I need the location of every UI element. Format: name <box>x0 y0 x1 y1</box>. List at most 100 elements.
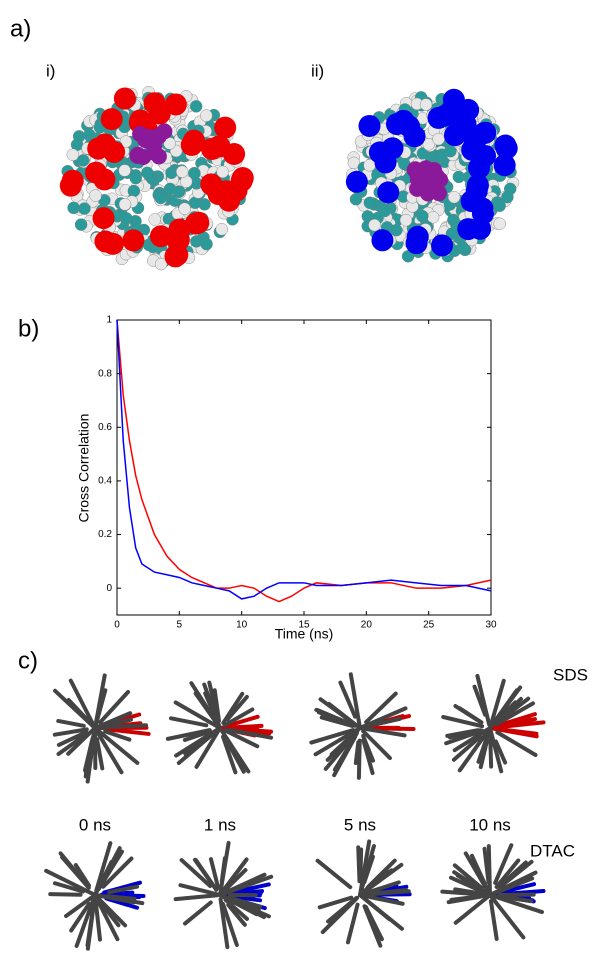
chain <box>223 897 249 921</box>
atom <box>188 167 201 180</box>
head-group <box>397 115 420 138</box>
y-tick-label: 0 <box>106 583 112 594</box>
chain <box>453 893 492 925</box>
atom <box>422 138 435 151</box>
head-group <box>92 207 115 230</box>
atom <box>501 190 514 204</box>
chain <box>345 902 360 945</box>
chain <box>364 691 398 725</box>
probe <box>132 125 149 142</box>
chain <box>475 673 492 727</box>
atom <box>378 204 391 218</box>
head-group <box>214 116 237 139</box>
x-tick-label: 0 <box>114 620 120 631</box>
head-group <box>180 133 203 156</box>
chain <box>453 704 483 724</box>
chain <box>501 882 537 894</box>
atom <box>416 209 429 223</box>
chain <box>64 895 94 918</box>
chain <box>358 847 364 883</box>
chain <box>326 896 359 924</box>
chain <box>220 901 239 948</box>
atom <box>447 190 461 204</box>
chain <box>56 730 89 747</box>
chain <box>472 684 488 717</box>
chain <box>220 857 249 894</box>
chain <box>440 889 485 897</box>
chain <box>495 730 538 758</box>
chain <box>74 897 96 948</box>
chain <box>491 726 539 739</box>
x-tick-label: 25 <box>423 620 435 631</box>
atom <box>363 196 377 209</box>
chain <box>449 893 487 902</box>
chain <box>338 680 358 719</box>
head-group <box>164 93 187 116</box>
y-tick-label: 0.2 <box>98 529 112 540</box>
chain <box>478 731 491 770</box>
atom <box>432 132 445 146</box>
head-group <box>184 212 207 235</box>
atom <box>163 137 176 150</box>
head-group <box>166 243 189 266</box>
atom <box>127 184 141 198</box>
time-label: 10 ns <box>469 815 511 834</box>
chain <box>96 893 136 905</box>
chain <box>218 897 230 950</box>
chain <box>222 707 255 728</box>
head-group <box>468 156 491 179</box>
chain <box>83 736 95 773</box>
chain <box>490 870 538 896</box>
head-group <box>93 168 116 191</box>
chain <box>315 708 351 726</box>
head-group <box>143 92 166 115</box>
head-group <box>431 234 454 257</box>
chain <box>93 893 128 928</box>
atom <box>141 166 154 180</box>
atom <box>129 171 142 185</box>
head-group <box>87 137 110 160</box>
chain <box>93 723 149 730</box>
chain <box>313 727 359 757</box>
chain <box>173 893 220 902</box>
data-line <box>116 319 492 603</box>
chain <box>94 841 113 893</box>
chain <box>230 894 263 903</box>
chain <box>493 739 508 765</box>
head-group <box>113 87 136 110</box>
head-group <box>208 135 231 158</box>
atom <box>200 237 213 251</box>
atom <box>452 170 466 184</box>
atom <box>200 109 213 122</box>
chain <box>48 892 83 897</box>
chain <box>348 672 362 729</box>
time-label: 0 ns <box>79 815 111 834</box>
y-tick-label: 0.8 <box>98 368 112 379</box>
head-group <box>493 154 516 177</box>
chain <box>58 851 88 886</box>
chain <box>225 694 249 722</box>
chain <box>492 894 544 915</box>
chain <box>99 717 133 729</box>
chain <box>219 893 261 913</box>
atom <box>419 98 433 111</box>
atom <box>154 191 167 205</box>
chain <box>356 738 362 780</box>
head-group <box>374 151 397 174</box>
chain <box>451 734 483 762</box>
head-group <box>371 229 394 252</box>
head-group <box>149 225 172 248</box>
chain <box>364 727 407 738</box>
plot-frame <box>116 319 492 616</box>
chain <box>226 902 247 927</box>
time-label: 1 ns <box>204 815 236 834</box>
probe <box>129 147 146 164</box>
x-tick-label: 15 <box>298 620 310 631</box>
chain <box>107 884 140 895</box>
chain <box>360 706 408 730</box>
atom <box>178 202 191 215</box>
chain <box>361 729 392 761</box>
y-tick-label: 0.4 <box>98 476 112 487</box>
chain <box>359 893 392 922</box>
chain <box>66 726 97 756</box>
